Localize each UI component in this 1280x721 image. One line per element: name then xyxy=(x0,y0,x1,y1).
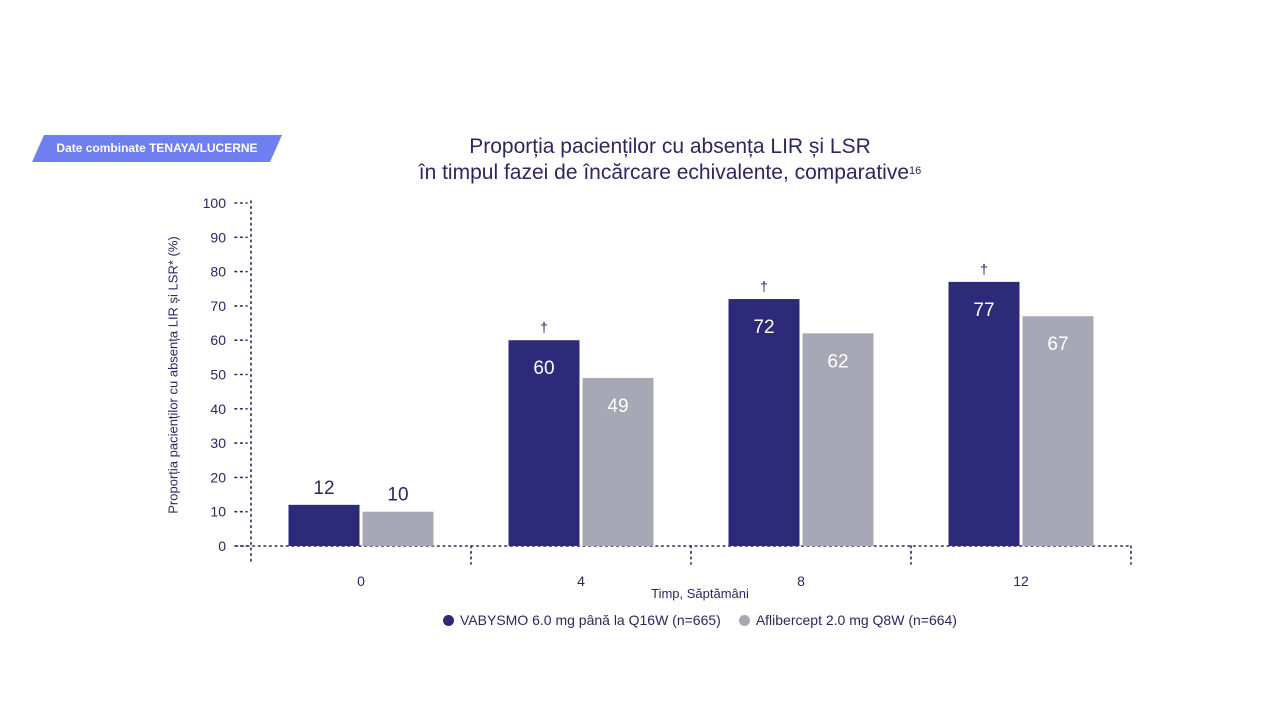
chart-title-line-2-text: în timpul fazei de încărcare echivalente… xyxy=(418,161,909,184)
data-label: 60 xyxy=(533,358,554,379)
data-label: 10 xyxy=(387,485,408,506)
y-tick-label: 100 xyxy=(203,195,227,211)
bar-vabysmo xyxy=(948,281,1020,546)
chart-title: Proporția pacienților cu absența LIR și … xyxy=(330,134,1010,186)
chart-title-reference: 16 xyxy=(909,165,922,177)
legend: VABYSMO 6.0 mg până la Q16W (n=665) Afli… xyxy=(443,612,975,628)
legend-label-vabysmo: VABYSMO 6.0 mg până la Q16W (n=665) xyxy=(460,612,721,628)
x-axis-label: Timp, Săptămâni xyxy=(651,586,749,601)
x-tick-label: 0 xyxy=(357,573,365,589)
dataset-badge: Date combinate TENAYA/LUCERNE xyxy=(32,135,282,162)
significance-mark: † xyxy=(760,278,768,294)
data-label: 67 xyxy=(1047,334,1068,355)
bar-aflibercept xyxy=(802,333,874,546)
y-tick-label: 10 xyxy=(210,504,226,520)
x-tick-label: 8 xyxy=(797,573,805,589)
significance-mark: † xyxy=(980,261,988,277)
bar-vabysmo xyxy=(288,504,360,546)
x-tick-label: 4 xyxy=(577,573,585,589)
bar-vabysmo xyxy=(728,299,800,546)
chart-title-line-1: Proporția pacienților cu absența LIR și … xyxy=(469,135,871,158)
bar-aflibercept xyxy=(1022,316,1094,546)
data-label: 49 xyxy=(607,396,628,417)
y-tick-label: 60 xyxy=(210,332,226,348)
y-tick-label: 50 xyxy=(210,367,226,383)
legend-swatch-aflibercept xyxy=(738,614,750,626)
data-label: 62 xyxy=(827,351,848,372)
data-label: 72 xyxy=(753,317,774,338)
legend-item-aflibercept: Aflibercept 2.0 mg Q8W (n=664) xyxy=(738,612,957,628)
badge-label: Date combinate TENAYA/LUCERNE xyxy=(56,141,258,155)
chart-title-line-2: în timpul fazei de încărcare echivalente… xyxy=(330,160,1010,186)
y-tick-label: 40 xyxy=(210,401,226,417)
bar-aflibercept xyxy=(362,511,434,546)
badge-shape xyxy=(32,135,282,162)
x-tick-label: 12 xyxy=(1013,573,1029,589)
y-tick-label: 70 xyxy=(210,298,226,314)
y-tick-label: 80 xyxy=(210,264,226,280)
bar-vabysmo xyxy=(508,340,580,546)
y-tick-label: 30 xyxy=(210,435,226,451)
legend-label-aflibercept: Aflibercept 2.0 mg Q8W (n=664) xyxy=(755,612,957,628)
y-tick-label: 0 xyxy=(218,538,226,554)
data-label: 12 xyxy=(313,478,334,499)
legend-swatch-vabysmo xyxy=(443,614,454,626)
y-tick-label: 20 xyxy=(210,469,226,485)
data-label: 77 xyxy=(973,300,994,321)
bar-aflibercept xyxy=(582,377,654,546)
y-axis-label: Proporția pacienților cu absența LIR și … xyxy=(165,236,181,514)
y-tick-label: 90 xyxy=(210,229,226,245)
significance-mark: † xyxy=(540,319,548,335)
legend-item-vabysmo: VABYSMO 6.0 mg până la Q16W (n=665) xyxy=(443,612,721,628)
